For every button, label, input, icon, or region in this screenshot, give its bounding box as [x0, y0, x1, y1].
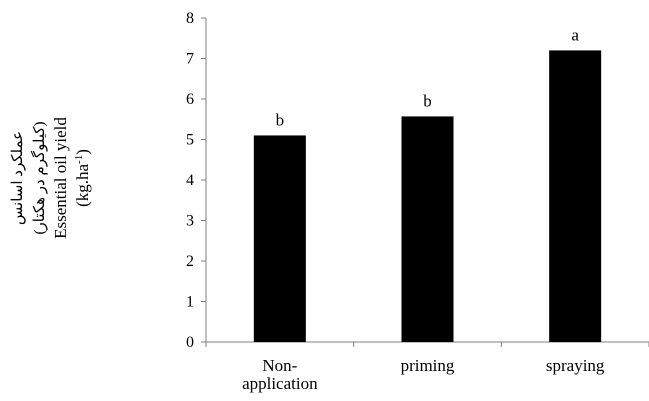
x-category-label: spraying — [546, 356, 605, 375]
y-tick-label: 4 — [186, 172, 194, 189]
y-tick-label: 6 — [186, 91, 194, 108]
y-axis-label-english-line1: Essential oil yield — [51, 117, 70, 239]
bar — [253, 135, 306, 342]
y-axis-unit-end: ) — [73, 149, 92, 155]
chart-labels: 0 1 2 3 4 5 6 7 8 b Non-application b priming a sprayi… — [186, 10, 605, 393]
y-axis-label-persian-line2: (کیلوگرم در هکتار) — [30, 121, 48, 234]
y-tick-label: 0 — [186, 334, 194, 351]
x-category-label: application — [242, 374, 318, 393]
x-category-label: priming — [401, 356, 455, 375]
x-category-label: Non- — [262, 356, 297, 375]
y-tick-label: 1 — [186, 294, 194, 311]
y-tick-label: 7 — [186, 51, 194, 68]
bar — [549, 50, 602, 343]
y-axis-label: عملکرد اسانس (کیلوگرم در هکتار) Essentia… — [10, 117, 92, 239]
y-axis-label-english-unit: (kg.ha-1) — [73, 149, 92, 207]
bar — [401, 116, 454, 342]
y-axis-unit-base: (kg.ha — [73, 163, 92, 206]
y-axis-unit-superscript: -1 — [73, 155, 85, 164]
bar-significance-label: b — [276, 110, 285, 129]
bars — [253, 50, 602, 343]
bar-significance-label: a — [571, 25, 579, 44]
y-tick-label: 2 — [186, 253, 194, 270]
y-tick-label: 3 — [186, 213, 194, 230]
y-tick-label: 5 — [186, 132, 194, 149]
y-axis-label-persian-line1: عملکرد اسانس — [10, 131, 26, 225]
y-tick-label: 8 — [186, 10, 194, 27]
bar-significance-label: b — [423, 91, 432, 110]
